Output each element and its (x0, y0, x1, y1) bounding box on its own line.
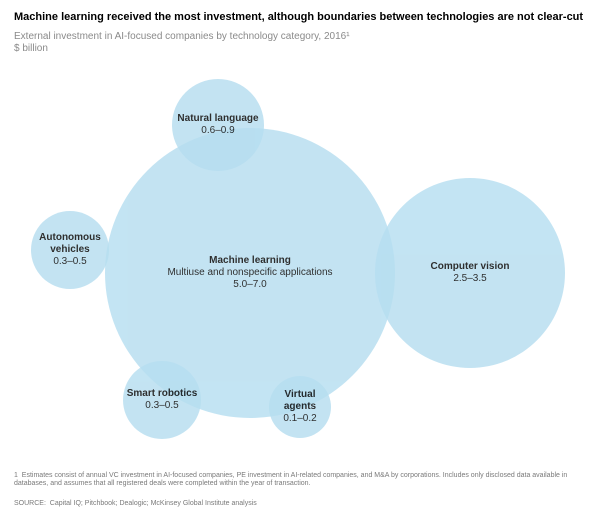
bubble-name: Virtual agents (269, 389, 331, 413)
bubble-label-autonomous-vehicles: Autonomous vehicles0.3–0.5 (31, 232, 109, 268)
bubble-range: 0.3–0.5 (31, 256, 109, 268)
source-text: Capital IQ; Pitchbook; Dealogic; McKinse… (50, 500, 257, 507)
bubble-name: Natural language (177, 113, 258, 125)
bubble-autonomous-vehicles: Autonomous vehicles0.3–0.5 (31, 211, 109, 289)
bubble-label-virtual-agents: Virtual agents0.1–0.2 (269, 389, 331, 425)
bubble-range: 0.1–0.2 (269, 413, 331, 425)
bubble-name: Smart robotics (127, 388, 198, 400)
bubble-label-computer-vision: Computer vision2.5–3.5 (431, 261, 510, 285)
chart-title: Machine learning received the most inves… (14, 10, 586, 24)
bubble-smart-robotics: Smart robotics0.3–0.5 (123, 361, 201, 439)
bubble-name: Machine learning (167, 255, 332, 267)
bubble-virtual-agents: Virtual agents0.1–0.2 (269, 376, 331, 438)
bubble-name: Autonomous vehicles (31, 232, 109, 256)
bubble-name: Computer vision (431, 261, 510, 273)
bubble-range: 5.0–7.0 (167, 279, 332, 291)
source-line: SOURCE: Capital IQ; Pitchbook; Dealogic;… (14, 500, 580, 507)
chart-subtitle: External investment in AI-focused compan… (14, 30, 586, 43)
source-label: SOURCE: (14, 500, 46, 507)
bubble-label-machine-learning: Machine learningMultiuse and nonspecific… (167, 255, 332, 291)
bubble-chart: Machine learningMultiuse and nonspecific… (0, 55, 600, 455)
page: Machine learning received the most inves… (0, 0, 600, 521)
bubble-desc: Multiuse and nonspecific applications (167, 267, 332, 279)
bubble-label-natural-language: Natural language0.6–0.9 (177, 113, 258, 137)
chart-units: $ billion (14, 43, 48, 54)
bubble-label-smart-robotics: Smart robotics0.3–0.5 (127, 388, 198, 412)
bubble-computer-vision: Computer vision2.5–3.5 (375, 178, 565, 368)
footnote: 1 Estimates consist of annual VC investm… (14, 472, 580, 490)
bubble-range: 2.5–3.5 (431, 273, 510, 285)
bubble-range: 0.3–0.5 (127, 400, 198, 412)
footnote-text: Estimates consist of annual VC investmen… (14, 472, 567, 488)
bubble-range: 0.6–0.9 (177, 125, 258, 137)
bubble-natural-language: Natural language0.6–0.9 (172, 79, 264, 171)
footnote-marker: 1 (14, 472, 18, 479)
